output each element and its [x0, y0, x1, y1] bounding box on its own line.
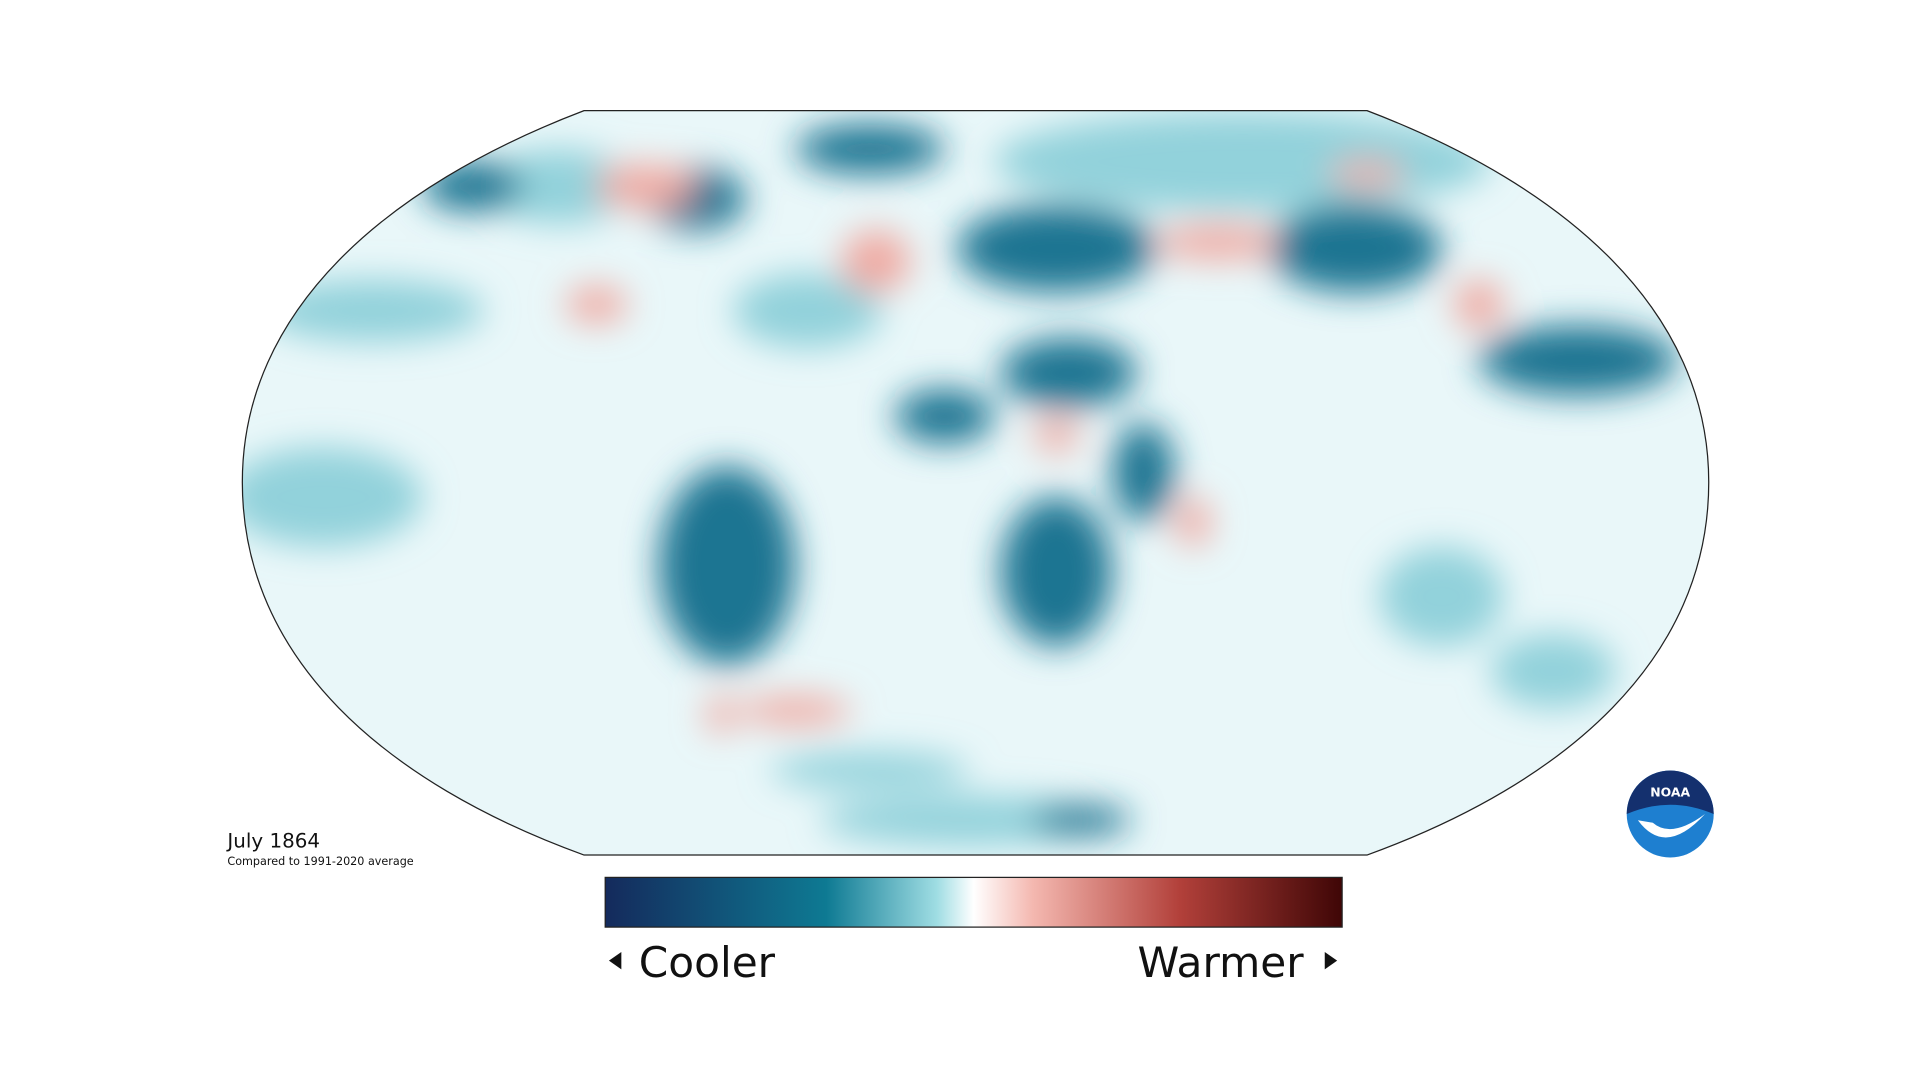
- noaa-logo: NOAA: [1626, 770, 1714, 858]
- arrow-left: [608, 951, 622, 970]
- legend-high-label: Warmer: [1137, 938, 1304, 987]
- caption-subtitle: Compared to 1991-2020 average: [227, 855, 413, 868]
- map-outline: [241, 110, 1710, 856]
- logo-text: NOAA: [1650, 785, 1690, 800]
- arrow-right: [1324, 951, 1338, 970]
- color-bar: [604, 876, 1343, 928]
- legend-low-label: Cooler: [639, 938, 776, 987]
- caption-title: July 1864: [225, 830, 320, 853]
- anomaly-field: [242, 110, 1709, 856]
